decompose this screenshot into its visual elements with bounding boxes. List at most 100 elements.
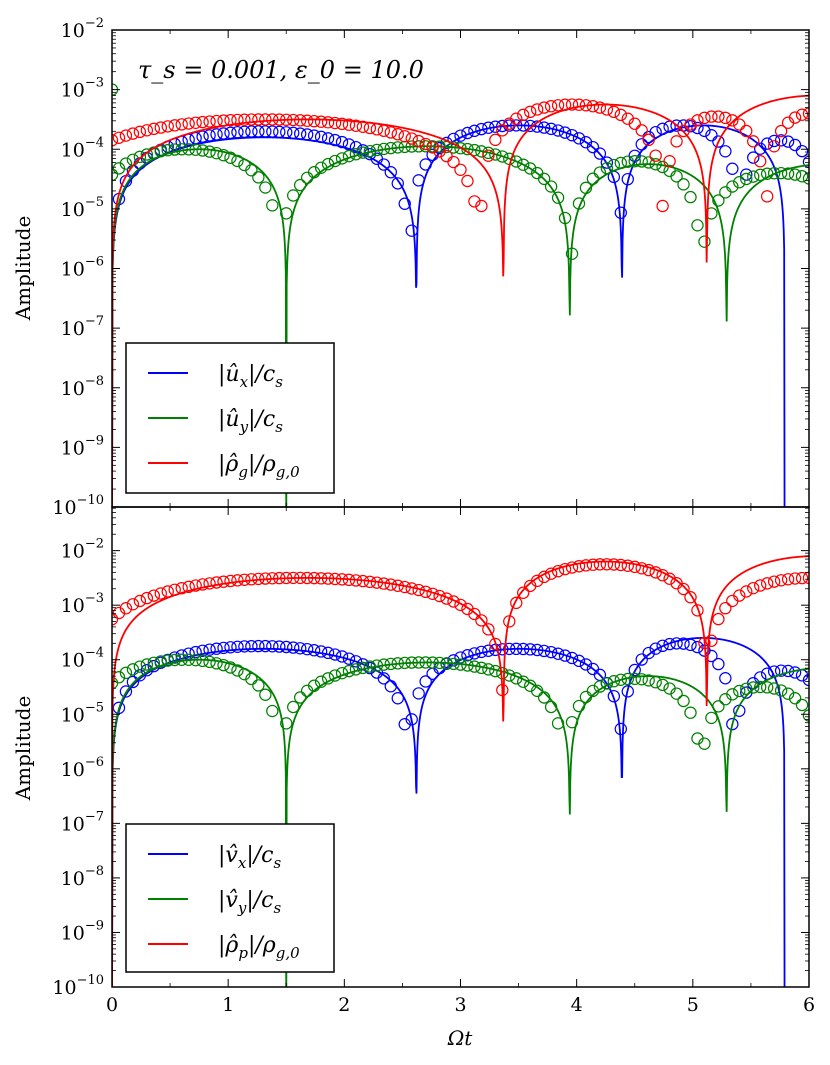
top-series-1-marker bbox=[558, 211, 572, 225]
top-series-1-marker bbox=[363, 144, 377, 158]
bottom-series-1-marker bbox=[189, 653, 202, 667]
top-series-2-marker bbox=[210, 114, 223, 128]
top-y-tick-label: 10−10 bbox=[52, 493, 104, 519]
bottom-series-2-marker bbox=[496, 683, 509, 697]
top-series-2-marker bbox=[468, 195, 481, 208]
top-series-0-marker bbox=[307, 129, 321, 142]
top-series-2-marker bbox=[419, 137, 432, 151]
bottom-series-0-marker bbox=[321, 646, 335, 660]
top-series-2-marker bbox=[642, 133, 655, 147]
top-series-2-marker bbox=[280, 113, 293, 126]
top-series-2-marker bbox=[754, 155, 767, 168]
bottom-series-1-marker bbox=[133, 660, 147, 673]
top-series-0-marker bbox=[203, 129, 216, 142]
top-y-tick-label: 10−2 bbox=[61, 16, 104, 42]
top-series-2-marker bbox=[266, 113, 279, 126]
bottom-series-2-marker bbox=[475, 614, 488, 627]
bottom-series-1-marker bbox=[210, 657, 223, 670]
bottom-series-1-marker bbox=[475, 661, 488, 675]
bottom-x-tick-label: 2 bbox=[338, 994, 350, 1016]
bottom-series-0-marker bbox=[712, 657, 725, 671]
bottom-series-1-marker bbox=[293, 691, 307, 704]
top-series-2-marker bbox=[377, 124, 391, 137]
bottom-series-1-marker bbox=[628, 672, 641, 686]
bottom-series-0-marker bbox=[621, 685, 634, 698]
bottom-series-1-marker bbox=[670, 687, 683, 700]
top-series-1-marker bbox=[293, 178, 307, 192]
bottom-axis: 10−2 10−3 10−4 10−5 10−6 10−7 10−8 10−9 10−100 1 2… bbox=[52, 507, 815, 1016]
bottom-series-1-marker bbox=[175, 653, 188, 666]
top-series-1-marker bbox=[377, 142, 391, 156]
bottom-series-2-marker bbox=[161, 585, 174, 598]
top-series-0-marker bbox=[565, 128, 579, 142]
bottom-series-2-marker bbox=[426, 587, 439, 601]
bottom-series-2-marker bbox=[342, 573, 356, 587]
top-series-0-marker bbox=[231, 125, 244, 139]
bottom-series-2-marker bbox=[398, 580, 411, 594]
top-series-0-marker bbox=[802, 155, 809, 169]
bottom-series-0-marker bbox=[802, 673, 809, 687]
bottom-series-0-marker bbox=[537, 644, 551, 658]
top-series-1-marker bbox=[593, 166, 607, 179]
top-series-1-marker bbox=[600, 161, 614, 175]
bottom-series-2-marker bbox=[747, 581, 760, 595]
top-series-1-marker bbox=[335, 152, 349, 165]
top-y-axis-label: Amplitude bbox=[11, 216, 35, 322]
bottom-series-2-marker bbox=[377, 577, 391, 590]
top-series-markers-2 bbox=[112, 98, 809, 213]
top-series-0-marker bbox=[273, 125, 286, 139]
bottom-series-2-marker bbox=[705, 634, 718, 647]
top-series-0-marker bbox=[224, 126, 237, 139]
bottom-series-1-marker bbox=[370, 659, 384, 672]
bottom-series-0-marker bbox=[691, 640, 704, 654]
top-series-1-marker bbox=[726, 180, 739, 193]
top-series-2-marker bbox=[698, 111, 711, 125]
top-series-2-marker bbox=[719, 111, 732, 125]
bottom-series-1-marker bbox=[705, 711, 718, 725]
bottom-y-tick-label: 10−10 bbox=[52, 973, 104, 999]
top-series-2-marker bbox=[635, 124, 648, 137]
top-series-1-marker bbox=[154, 144, 167, 158]
top-series-2-marker bbox=[238, 113, 251, 126]
bottom-series-2-marker bbox=[530, 574, 544, 588]
top-series-2-marker bbox=[510, 112, 523, 125]
top-series-2-marker bbox=[426, 141, 439, 154]
top-series-2-marker bbox=[349, 119, 363, 132]
bottom-series-1-marker bbox=[600, 677, 614, 690]
top-y-tick-label: 10−6 bbox=[61, 255, 104, 281]
top-series-1-marker bbox=[454, 141, 467, 155]
bottom-series-2-marker bbox=[328, 572, 342, 586]
top-series-2-marker bbox=[273, 113, 286, 126]
top-series-0-marker bbox=[614, 206, 628, 219]
bottom-series-0-marker bbox=[245, 639, 258, 653]
top-y-tick-label: 10−8 bbox=[61, 374, 104, 400]
top-series-2-marker bbox=[670, 135, 683, 148]
top-series-0-marker bbox=[698, 124, 711, 138]
bottom-series-1-marker bbox=[781, 687, 795, 700]
bottom-series-0-marker bbox=[719, 672, 732, 685]
top-series-1-marker bbox=[760, 167, 774, 180]
top-series-0-marker bbox=[377, 158, 391, 171]
bottom-series-0-marker bbox=[663, 637, 676, 651]
bottom-series-1-marker bbox=[586, 684, 600, 698]
bottom-series-0-marker bbox=[628, 663, 641, 677]
top-series-2-marker bbox=[530, 103, 544, 116]
bottom-series-2-marker bbox=[349, 574, 363, 587]
x-axis-label: Ωt bbox=[447, 1026, 474, 1050]
bottom-series-1-marker bbox=[517, 675, 530, 688]
top-series-2-marker bbox=[740, 124, 753, 138]
bottom-series-1-marker bbox=[377, 658, 391, 671]
bottom-series-2-marker bbox=[544, 567, 558, 580]
top-series-2-marker bbox=[175, 118, 188, 131]
bottom-series-2-marker bbox=[287, 571, 300, 585]
bottom-series-1-marker bbox=[356, 661, 370, 675]
bottom-series-2-marker bbox=[621, 559, 634, 572]
top-series-2-marker bbox=[293, 114, 307, 127]
bottom-series-0-marker bbox=[684, 638, 697, 652]
bottom-series-2-marker bbox=[607, 558, 621, 571]
top-series-1-marker bbox=[342, 149, 356, 163]
bottom-series-1-marker bbox=[168, 653, 181, 667]
top-series-2-marker bbox=[496, 124, 509, 137]
top-series-1-marker bbox=[698, 235, 711, 248]
bottom-plot-area bbox=[112, 555, 809, 987]
